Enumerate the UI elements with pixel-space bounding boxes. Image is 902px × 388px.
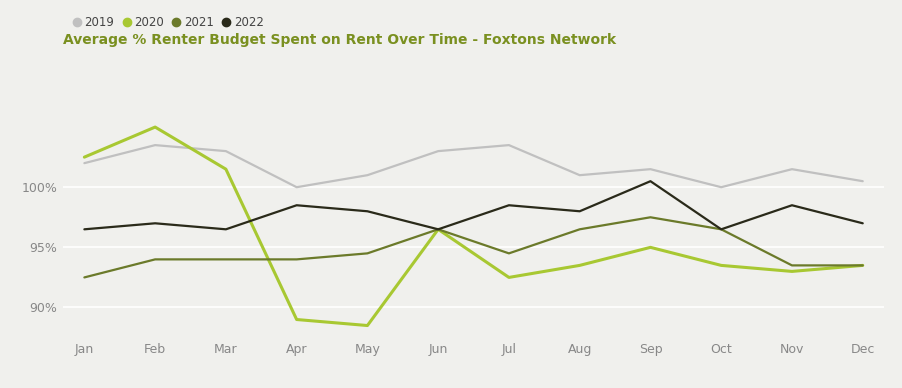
Legend: 2019, 2020, 2021, 2022: 2019, 2020, 2021, 2022 — [69, 12, 269, 34]
Text: Average % Renter Budget Spent on Rent Over Time - Foxtons Network: Average % Renter Budget Spent on Rent Ov… — [63, 33, 616, 47]
